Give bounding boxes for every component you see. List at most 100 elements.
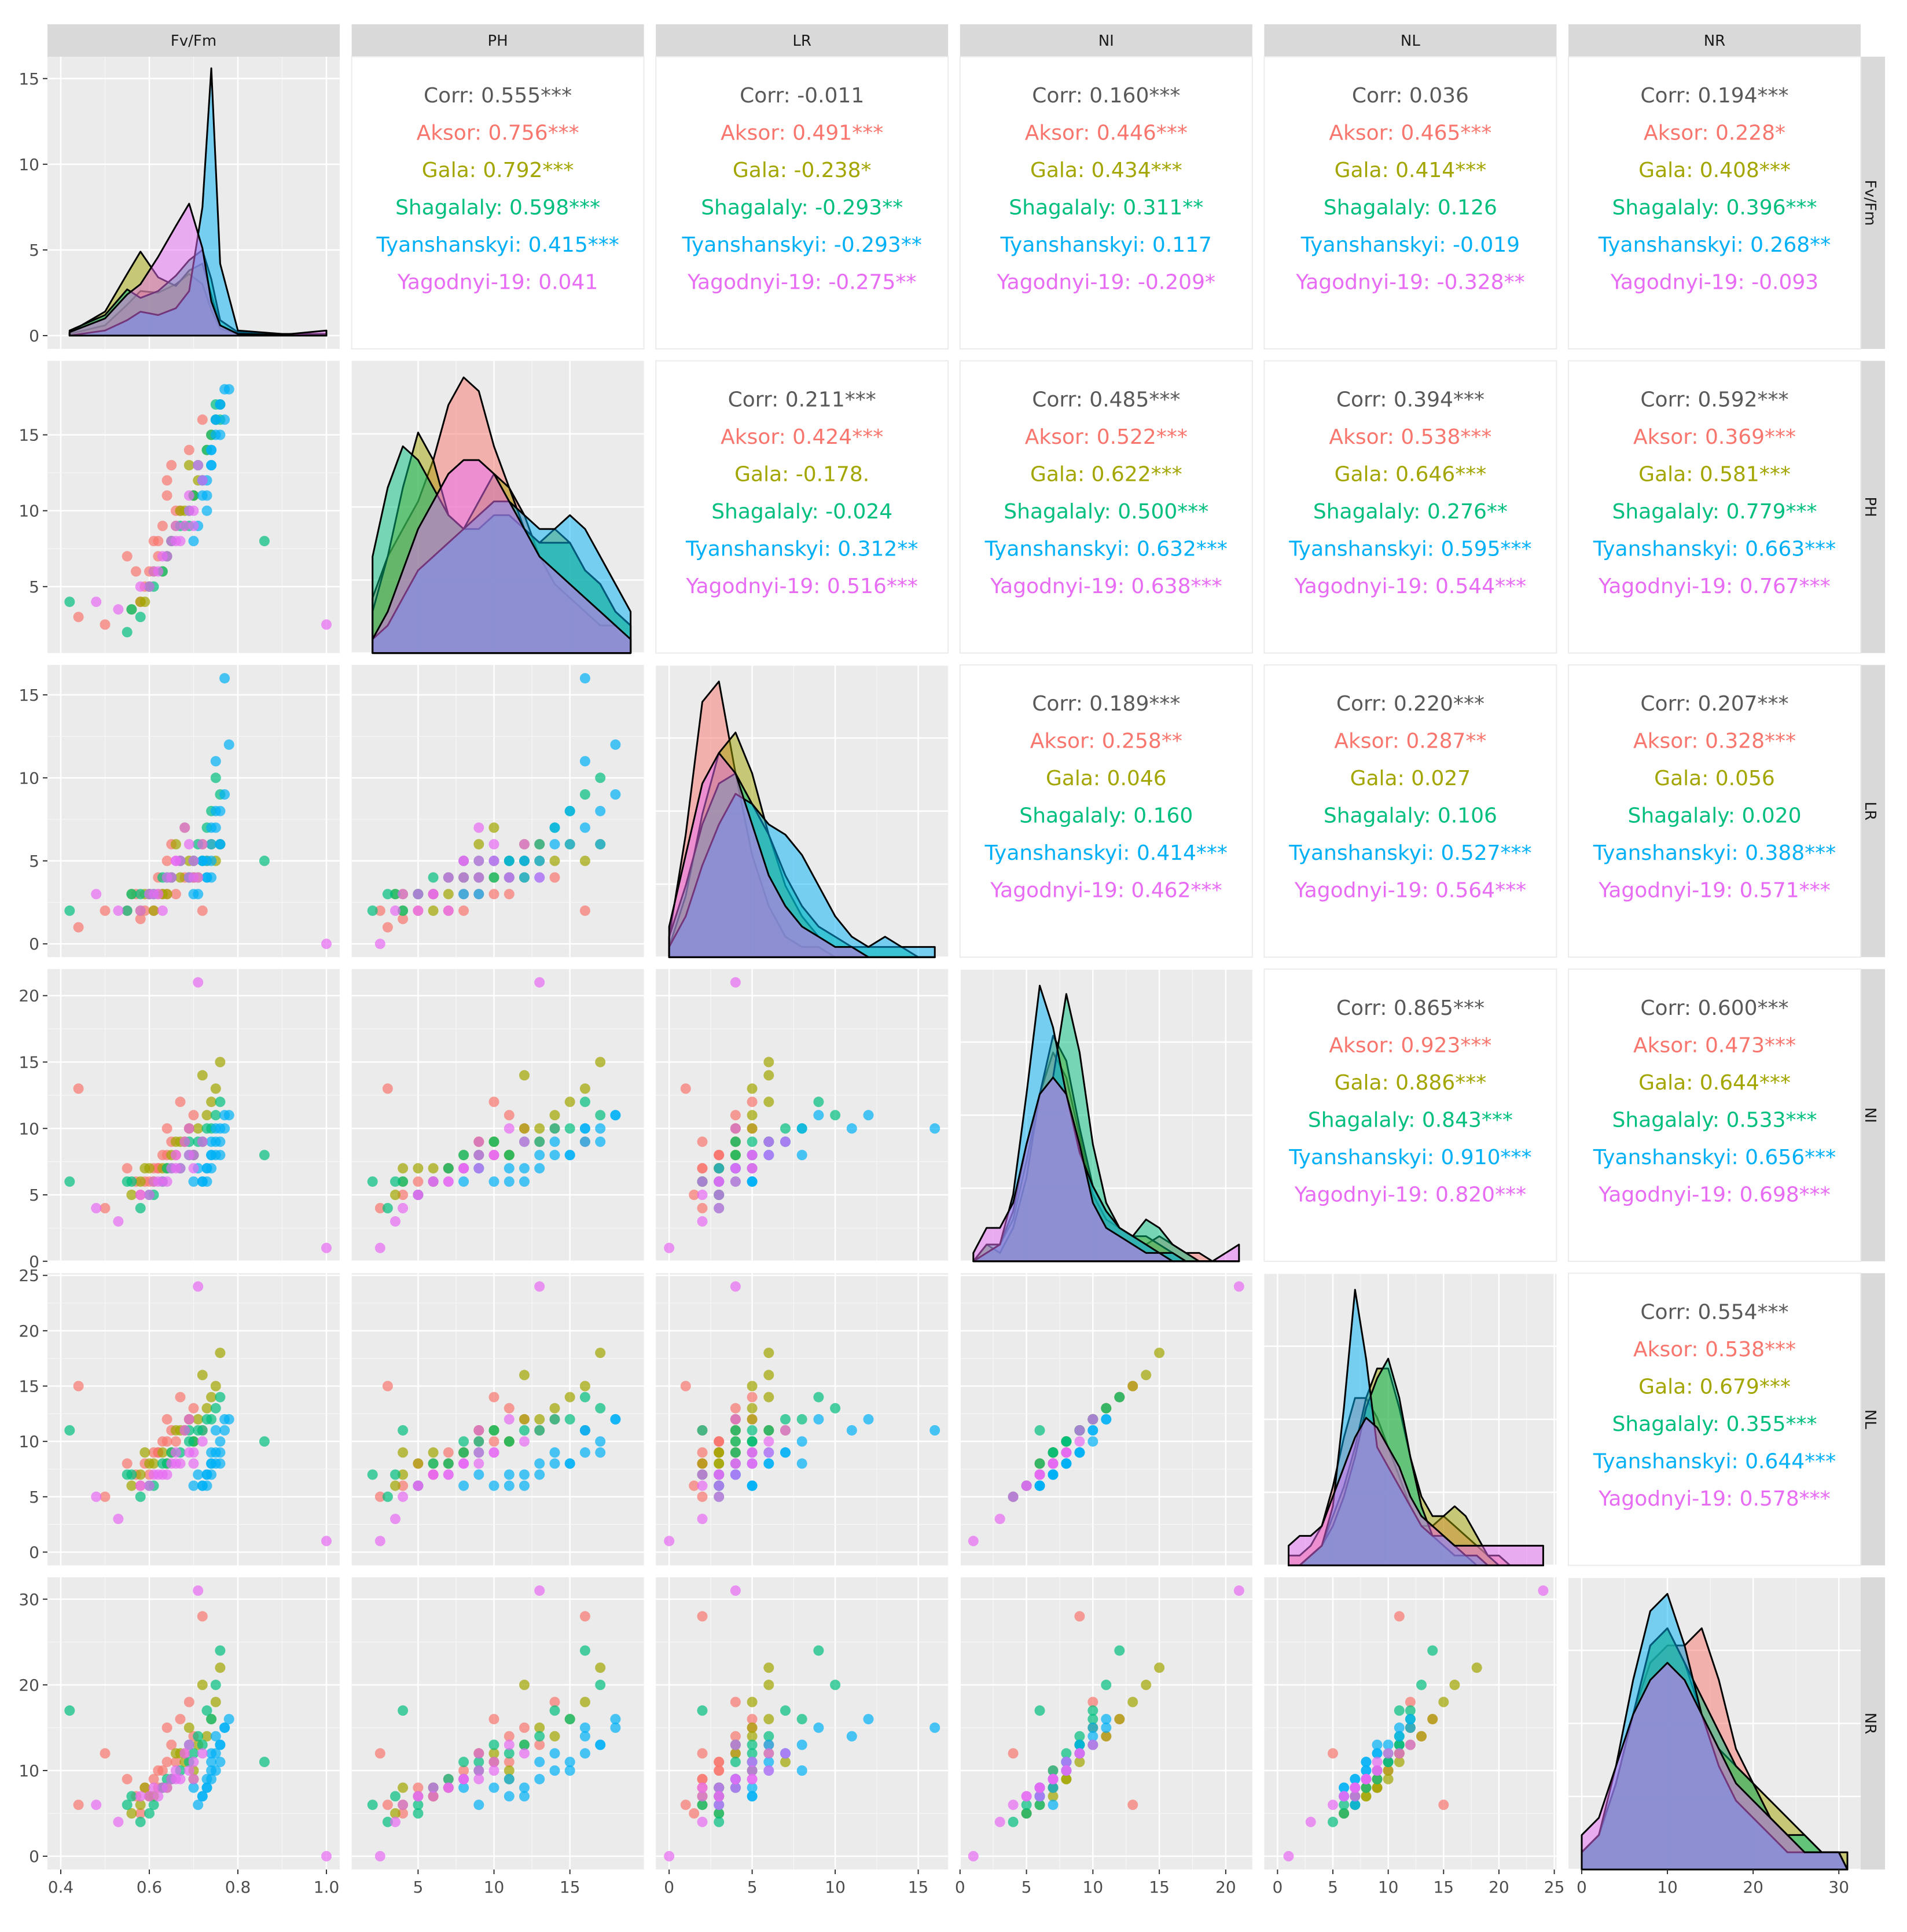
point-yagodnyi-19 — [91, 1799, 102, 1810]
point-shagalaly — [549, 1414, 560, 1425]
point-tyanshanskyi — [210, 1765, 221, 1776]
point-yagodnyi-19 — [170, 1150, 181, 1161]
point-tyanshanskyi — [796, 1436, 807, 1447]
point-tyanshanskyi — [188, 889, 199, 900]
point-tyanshanskyi — [747, 1782, 758, 1793]
corr-label-tyanshanskyi: Tyanshanskyi: 0.527*** — [1288, 841, 1531, 865]
point-tyanshanskyi — [197, 1480, 208, 1491]
point-aksor — [680, 1381, 691, 1392]
point-gala — [564, 1096, 575, 1107]
point-gala — [201, 1731, 212, 1742]
point-gala — [126, 1808, 137, 1819]
point-aksor — [197, 1611, 208, 1622]
x-tick-label: 0.4 — [48, 1878, 74, 1897]
point-tyanshanskyi — [564, 805, 575, 816]
panel-ph-ph — [351, 360, 644, 654]
point-gala — [1438, 1697, 1449, 1707]
point-gala — [1361, 1791, 1372, 1802]
point-yagodnyi-19 — [730, 1176, 741, 1187]
point-tyanshanskyi — [215, 1447, 226, 1458]
point-yagodnyi-19 — [1034, 1791, 1045, 1802]
point-aksor — [374, 1748, 385, 1759]
point-gala — [504, 1765, 515, 1776]
point-yagodnyi-19 — [1074, 1748, 1085, 1759]
point-tyanshanskyi — [504, 1791, 515, 1802]
y-tick-label: 15 — [19, 69, 39, 89]
point-aksor — [188, 1403, 199, 1414]
corr-label-gala: Gala: 0.408*** — [1638, 159, 1791, 182]
point-yagodnyi-19 — [183, 490, 194, 501]
y-tick-label: 20 — [19, 1322, 39, 1341]
point-yagodnyi-19 — [91, 1491, 102, 1502]
point-yagodnyi-19 — [170, 1458, 181, 1469]
y-tick-label: 10 — [19, 1432, 39, 1451]
point-yagodnyi-19 — [730, 1782, 741, 1793]
point-shagalaly — [830, 1403, 841, 1414]
point-gala — [170, 839, 181, 850]
point-yagodnyi-19 — [1372, 1765, 1383, 1776]
point-yagodnyi-19 — [144, 1480, 155, 1491]
point-shagalaly — [549, 1123, 560, 1134]
point-yagodnyi-19 — [1021, 1791, 1032, 1802]
point-yagodnyi-19 — [398, 1203, 409, 1213]
point-tyanshanskyi — [193, 1469, 204, 1480]
point-tyanshanskyi — [813, 1414, 824, 1425]
point-yagodnyi-19 — [197, 1748, 208, 1759]
point-yagodnyi-19 — [1350, 1782, 1361, 1793]
point-aksor — [166, 1739, 177, 1750]
point-tyanshanskyi — [193, 1799, 204, 1810]
corr-label-overall: Corr: 0.220*** — [1336, 692, 1485, 716]
panel-nr-nl — [1264, 1577, 1557, 1870]
point-yagodnyi-19 — [714, 1203, 725, 1213]
point-shagalaly — [1101, 1403, 1112, 1414]
point-tyanshanskyi — [1061, 1458, 1072, 1469]
point-tyanshanskyi — [1087, 1722, 1098, 1733]
corr-label-shagalaly: Shagalaly: 0.843*** — [1308, 1108, 1513, 1132]
y-tick-label: 15 — [19, 686, 39, 705]
point-gala — [210, 1381, 221, 1392]
point-tyanshanskyi — [549, 1447, 560, 1458]
point-gala — [488, 822, 499, 833]
point-gala — [549, 1403, 560, 1414]
corr-label-gala: Gala: 0.046 — [1046, 767, 1167, 790]
point-tyanshanskyi — [714, 1163, 725, 1174]
point-yagodnyi-19 — [473, 1765, 484, 1776]
point-gala — [197, 1370, 208, 1381]
point-aksor — [382, 1381, 393, 1392]
point-shagalaly — [126, 889, 137, 900]
point-gala — [1416, 1731, 1427, 1742]
point-tyanshanskyi — [610, 1414, 621, 1425]
point-tyanshanskyi — [595, 839, 606, 850]
point-yagodnyi-19 — [714, 1791, 725, 1802]
point-tyanshanskyi — [519, 1163, 530, 1174]
point-yagodnyi-19 — [697, 1791, 708, 1802]
y-tick-label: 20 — [19, 987, 39, 1006]
point-tyanshanskyi — [201, 1782, 212, 1793]
point-aksor — [73, 612, 84, 623]
y-tick-label: 0 — [29, 1543, 39, 1562]
point-aksor — [100, 1203, 111, 1213]
point-aksor — [161, 855, 172, 866]
point-shagalaly — [398, 1705, 409, 1716]
point-yagodnyi-19 — [458, 1458, 469, 1469]
point-gala — [398, 1782, 409, 1793]
point-yagodnyi-19 — [428, 1791, 439, 1802]
point-gala — [747, 1722, 758, 1733]
point-tyanshanskyi — [206, 1748, 217, 1759]
point-yagodnyi-19 — [153, 889, 164, 900]
corr-label-aksor: Aksor: 0.538*** — [1329, 425, 1491, 449]
x-tick-label: 0.6 — [137, 1878, 163, 1897]
point-aksor — [504, 1110, 515, 1121]
corr-label-tyanshanskyi: Tyanshanskyi: 0.117 — [1000, 233, 1212, 257]
panel-nr-ph — [351, 1577, 644, 1870]
point-yagodnyi-19 — [161, 872, 172, 883]
corr-label-overall: Corr: 0.160*** — [1032, 84, 1180, 108]
point-shagalaly — [1061, 1748, 1072, 1759]
corr-panel-bg — [1263, 360, 1557, 654]
point-shagalaly — [64, 905, 75, 916]
point-yagodnyi-19 — [714, 1799, 725, 1810]
point-gala — [206, 1096, 217, 1107]
point-aksor — [398, 1480, 409, 1491]
corr-label-aksor: Aksor: 0.287** — [1334, 730, 1486, 753]
strip-top-label-ni: NI — [1098, 32, 1114, 50]
